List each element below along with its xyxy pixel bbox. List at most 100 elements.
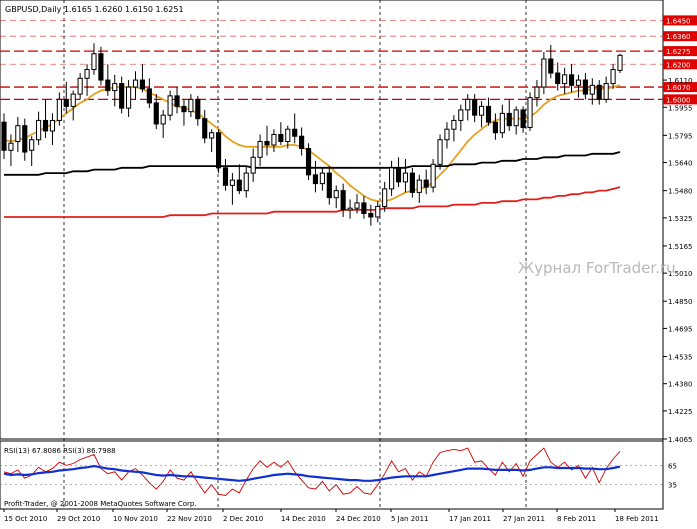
candle-bear xyxy=(119,83,125,109)
price-tick-label: 1.5955 xyxy=(668,104,693,112)
candle-bear xyxy=(1,121,7,151)
candle-bull xyxy=(243,172,249,192)
candle-bull xyxy=(389,167,395,190)
candle-bull xyxy=(430,163,436,188)
candle-bull xyxy=(534,86,540,99)
time-tick-label: 5 Jan 2011 xyxy=(391,515,429,523)
candle-bull xyxy=(29,139,35,151)
candle-bull xyxy=(84,69,90,79)
candle-bull xyxy=(451,119,457,130)
price-tick-label: 1.4225 xyxy=(668,408,693,416)
price-tick-label: 1.4850 xyxy=(668,298,693,306)
candle-bear xyxy=(202,118,208,139)
candle-bull xyxy=(575,79,582,86)
candle-bear xyxy=(582,79,588,95)
candle-bull xyxy=(285,128,291,142)
candle-bear xyxy=(506,112,512,127)
copyright-text: Profit-Trader, @ 2001-2008 MetaQuotes So… xyxy=(4,500,197,508)
rsi-axis-labels: 65 35 xyxy=(0,462,677,490)
candle-bear xyxy=(485,105,492,123)
candle-bull xyxy=(77,77,83,95)
candle-bear xyxy=(215,132,222,169)
candle-bear xyxy=(42,119,49,132)
candlesticks xyxy=(1,43,623,226)
rsi-header: RSI(13) 67.8086 RSI(3) 86.7988 xyxy=(4,447,116,455)
candle-bear xyxy=(278,133,284,142)
candle-bear xyxy=(596,84,602,100)
candle-bull xyxy=(229,179,235,186)
symbol-header: GBPUSD,Daily 1.6165 1.6260 1.6150 1.6251 xyxy=(5,5,184,14)
level-label-box xyxy=(663,15,697,26)
time-tick-label: 24 Dec 2010 xyxy=(336,515,381,523)
price-tick-label: 1.5795 xyxy=(668,132,693,140)
watermark-text: Журнал ForTrader.ru xyxy=(518,259,676,277)
candle-bull xyxy=(15,125,21,142)
candle-bear xyxy=(472,98,478,116)
candle-bear xyxy=(409,172,415,193)
candle-bull xyxy=(271,133,277,146)
candle-bear xyxy=(423,179,429,188)
candle-bull xyxy=(56,98,62,121)
level-label-box xyxy=(663,31,697,42)
rsi-tick-label: 65 xyxy=(668,462,677,470)
candle-bear xyxy=(63,98,69,107)
candle-bull xyxy=(49,119,56,132)
level-label: 1.6450 xyxy=(666,17,691,25)
price-tick-label: 1.5325 xyxy=(668,215,693,223)
rsi-indicator xyxy=(3,447,621,496)
candle-bear xyxy=(368,212,374,218)
candle-bear xyxy=(22,125,28,153)
candle-bull xyxy=(402,172,409,183)
candle-bull xyxy=(347,207,353,211)
candle-bull xyxy=(188,98,194,113)
candle-bull xyxy=(458,109,464,121)
candle-bear xyxy=(520,109,526,128)
level-label: 1.6200 xyxy=(666,61,691,69)
candle-bull xyxy=(610,69,616,85)
candle-bull xyxy=(209,132,215,139)
candle-bull xyxy=(126,86,132,109)
candle-bull xyxy=(333,190,339,199)
candle-bull xyxy=(257,140,263,158)
candle-bull xyxy=(541,58,547,88)
candle-bear xyxy=(395,167,402,183)
candle-bear xyxy=(236,179,242,192)
candle-bull xyxy=(603,83,609,100)
candle-bear xyxy=(195,98,201,120)
candle-bull xyxy=(132,79,139,88)
candle-bear xyxy=(292,128,298,137)
ma-slow-line xyxy=(4,186,621,218)
candle-bull xyxy=(70,93,76,107)
candle-bull xyxy=(36,119,42,141)
candle-bull xyxy=(478,105,485,116)
price-tick-label: 1.5010 xyxy=(668,270,693,278)
candle-bear xyxy=(361,202,367,214)
candle-bear xyxy=(105,79,111,92)
time-tick-label: 8 Feb 2011 xyxy=(557,515,596,523)
candle-bear xyxy=(299,135,305,150)
time-tick-label: 29 Oct 2010 xyxy=(57,515,100,523)
candle-bull xyxy=(250,156,256,174)
price-tick-label: 1.4535 xyxy=(668,354,693,362)
candle-bull xyxy=(160,114,166,125)
price-tick-label: 1.4065 xyxy=(668,436,693,444)
candle-bear xyxy=(492,121,498,134)
candle-bull xyxy=(375,205,381,218)
candle-bear xyxy=(146,88,152,104)
candle-bear xyxy=(139,79,146,90)
candle-bear xyxy=(174,95,180,107)
level-label: 1.6360 xyxy=(666,33,691,41)
time-tick-label: 10 Nov 2010 xyxy=(113,515,158,523)
candle-bull xyxy=(416,179,422,193)
candle-bear xyxy=(305,148,312,176)
time-tick-label: 17 Jan 2011 xyxy=(449,515,491,523)
candle-bull xyxy=(617,54,623,71)
ma-mid-line xyxy=(4,151,621,176)
candle-bear xyxy=(153,102,159,125)
price-tick-label: 1.5480 xyxy=(668,188,693,196)
candle-bull xyxy=(382,188,388,207)
candle-bull xyxy=(444,128,450,141)
price-tick-label: 1.6110 xyxy=(668,77,693,85)
level-label: 1.6275 xyxy=(666,48,691,56)
